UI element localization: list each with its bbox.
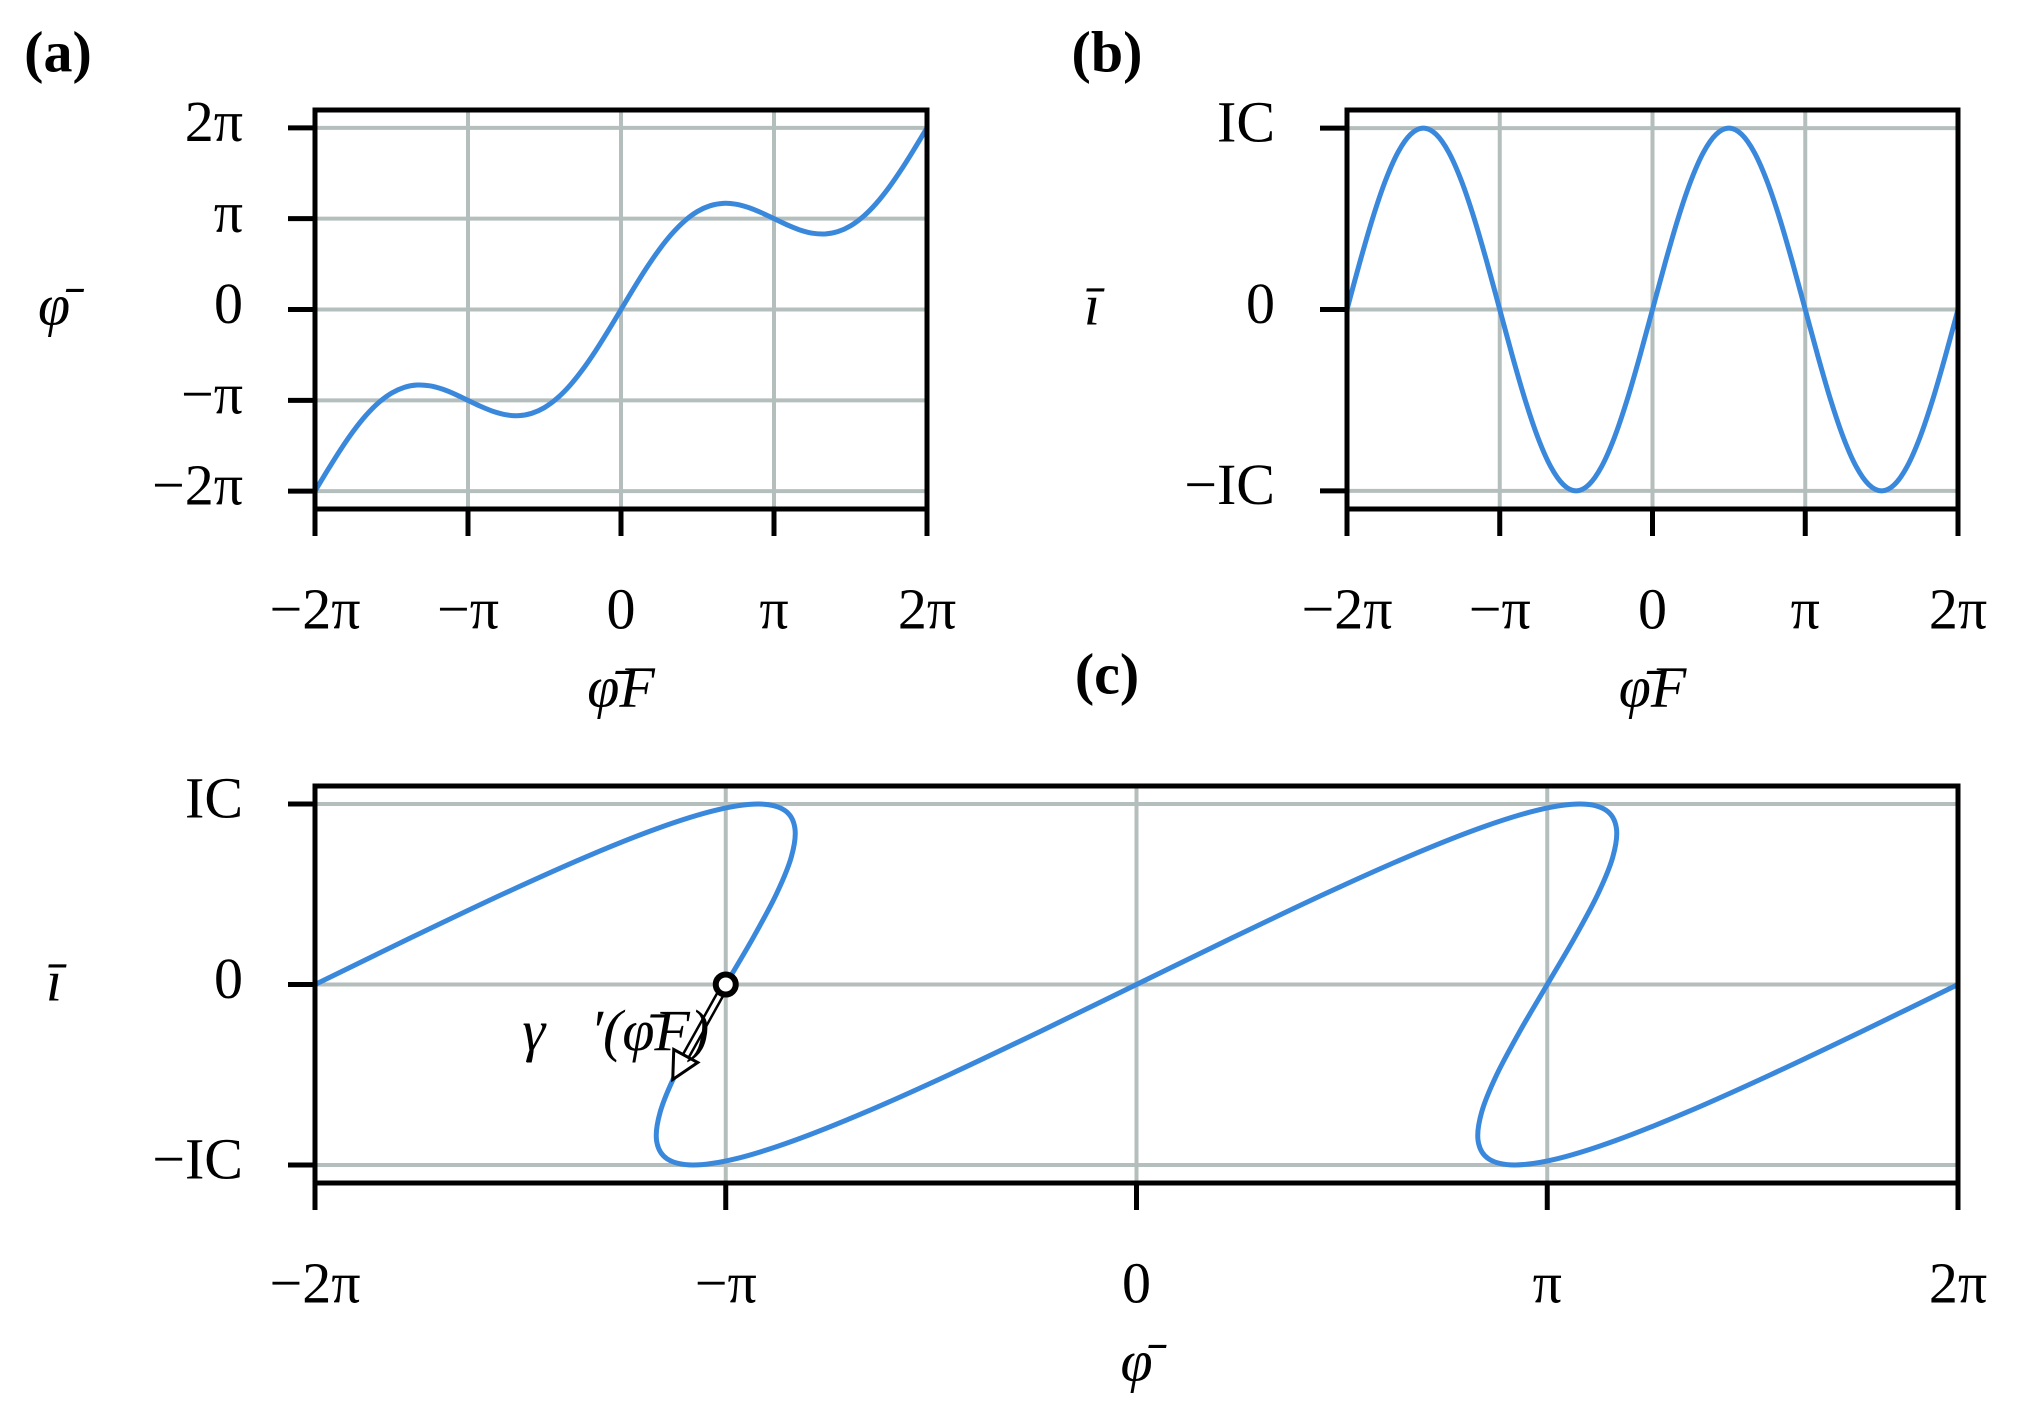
x-axis-label: φ̄F — [587, 654, 655, 719]
y-tick-label: IC — [185, 765, 243, 830]
x-tick-label: π — [759, 576, 788, 641]
y-tick-label: 0 — [214, 271, 243, 336]
x-tick-label: 0 — [1638, 576, 1667, 641]
x-tick-label: −2π — [270, 576, 361, 641]
x-tick-label: −2π — [270, 1250, 361, 1315]
axes-frame — [312, 107, 930, 512]
y-tick-label: 2π — [185, 89, 243, 154]
plot-area — [315, 126, 927, 493]
panel-label: (c) — [1075, 641, 1139, 706]
annotation-point — [712, 971, 739, 998]
x-tick-label: −π — [437, 576, 499, 641]
panel-label: (b) — [1072, 19, 1143, 84]
x-tick-label: π — [1533, 1250, 1562, 1315]
panel-label: (a) — [24, 19, 92, 84]
y-tick-label: 0 — [1246, 271, 1275, 336]
annotation-text: γ⃗′(φ̄F) — [522, 998, 709, 1063]
plot-area — [315, 801, 1958, 1168]
x-tick-label: 2π — [898, 576, 956, 641]
y-tick-label: π — [214, 180, 243, 245]
x-axis-label: φ̄ — [1120, 1328, 1167, 1393]
y-tick-label: −2π — [152, 452, 243, 517]
x-tick-label: π — [1791, 576, 1820, 641]
x-tick-label: 2π — [1929, 1250, 1987, 1315]
y-tick-label: −IC — [1184, 452, 1275, 517]
x-tick-label: 2π — [1929, 576, 1987, 641]
axes-frame — [312, 783, 1961, 1186]
x-tick-label: −2π — [1302, 576, 1393, 641]
x-axis-label: φ̄F — [1619, 654, 1687, 719]
plot-area — [1347, 125, 1958, 494]
y-tick-label: −IC — [152, 1126, 243, 1191]
y-tick-label: IC — [1217, 89, 1275, 154]
x-tick-label: 0 — [607, 576, 636, 641]
x-tick-label: −π — [1469, 576, 1531, 641]
curve — [315, 126, 927, 493]
axes-frame — [1344, 107, 1961, 512]
annotation-arrow-head — [671, 1047, 701, 1083]
x-tick-label: −π — [695, 1250, 757, 1315]
y-axis-label: φ̄ — [38, 272, 85, 337]
curve — [1347, 125, 1958, 494]
annotation-arrow — [681, 983, 728, 1063]
y-tick-label: 0 — [214, 946, 243, 1011]
curve — [315, 801, 1958, 1168]
y-axis-label: ī — [1084, 272, 1105, 337]
y-tick-label: −π — [181, 362, 243, 427]
x-tick-label: 0 — [1122, 1250, 1151, 1315]
y-axis-label: ī — [46, 948, 67, 1013]
